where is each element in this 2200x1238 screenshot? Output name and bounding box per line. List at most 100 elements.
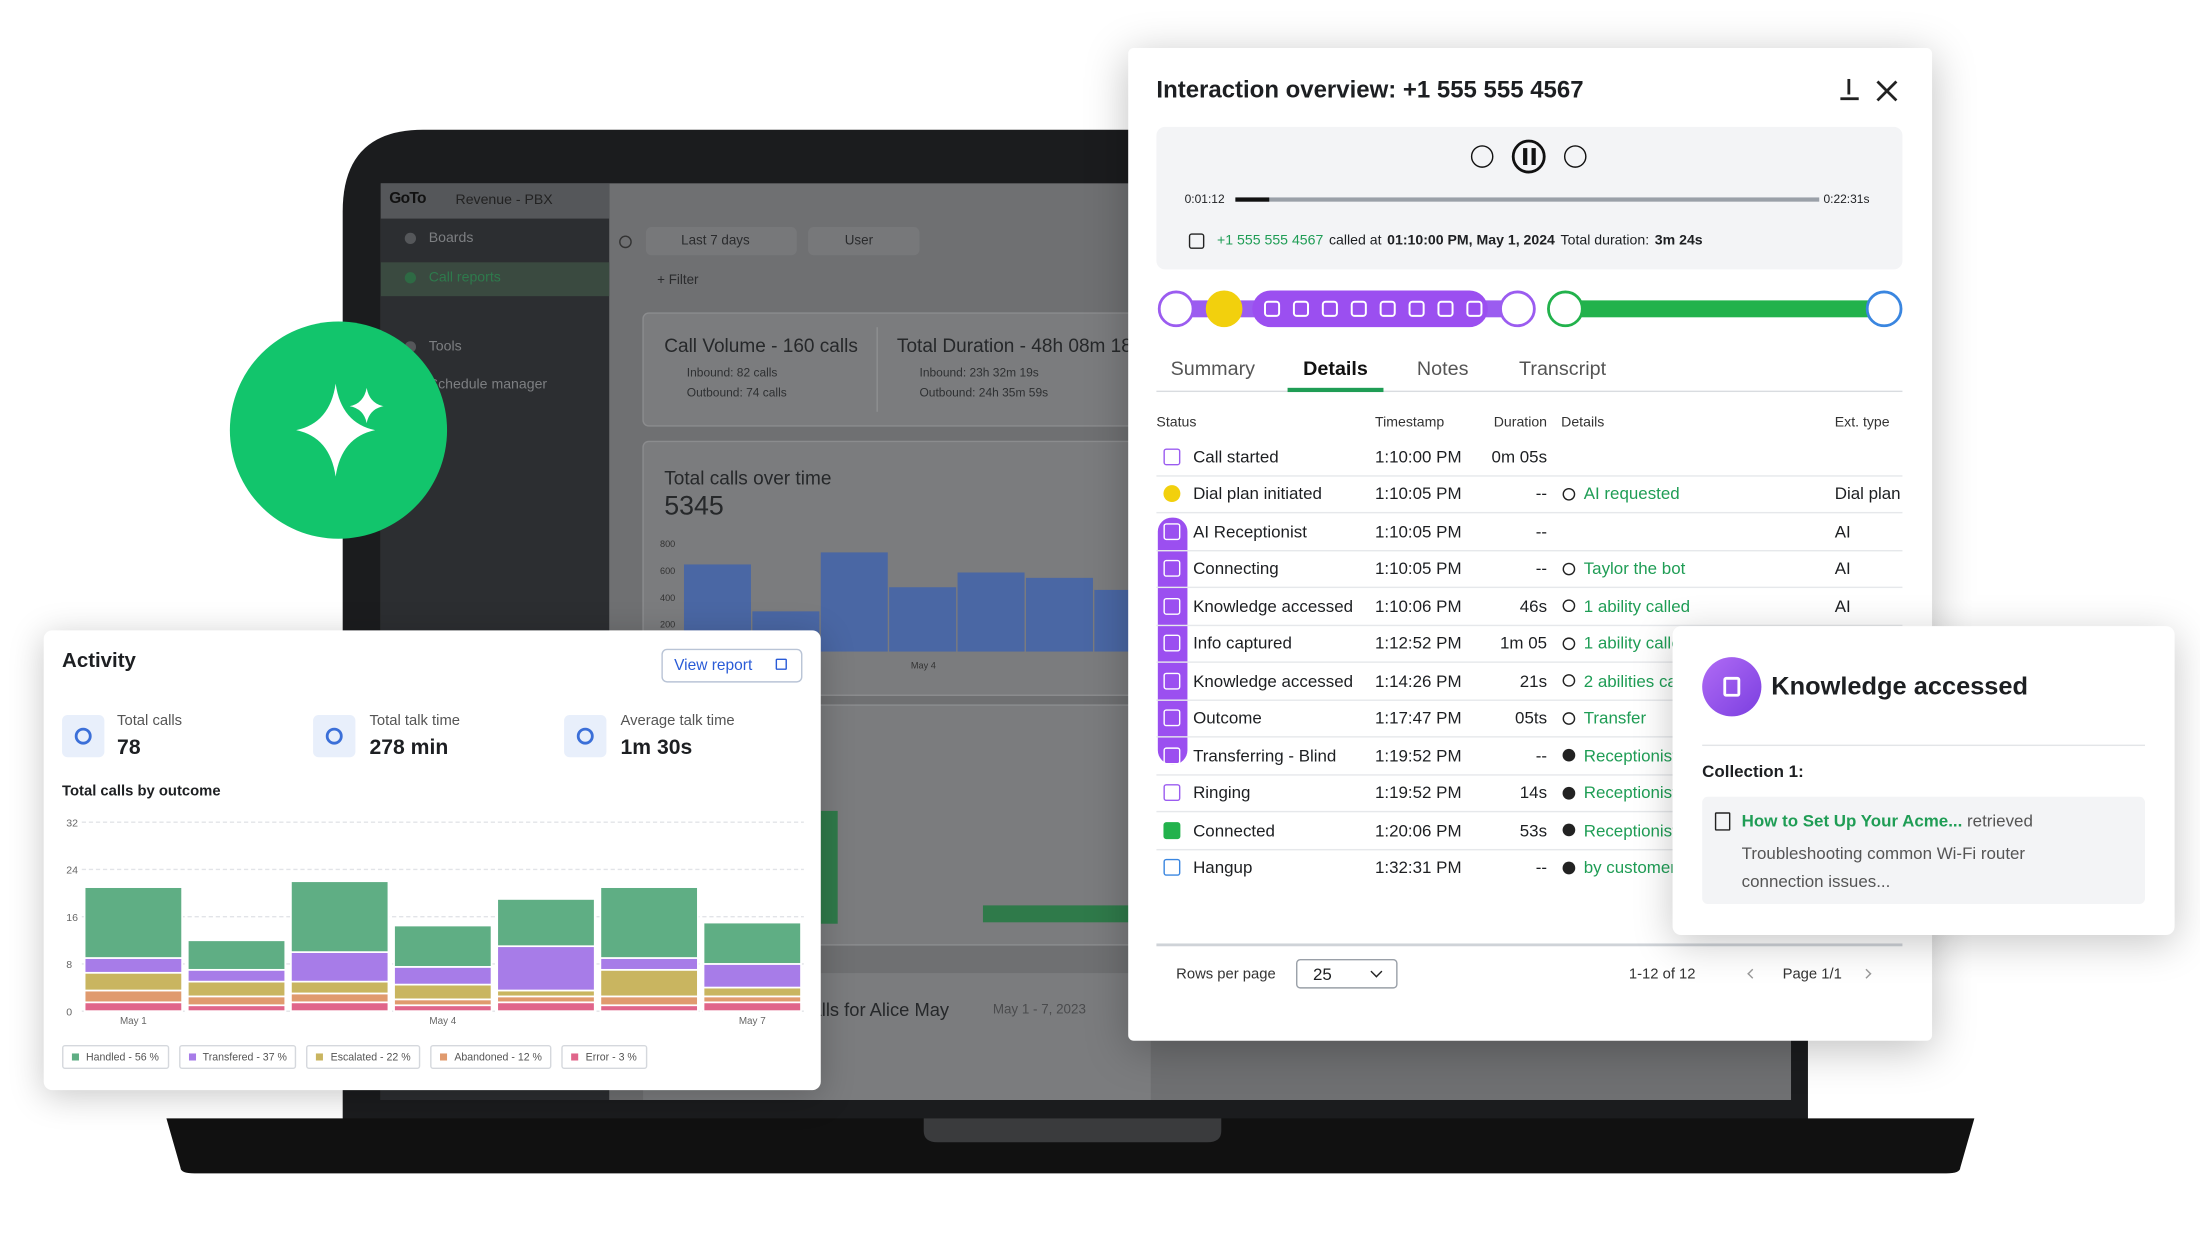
call-info-text: called at xyxy=(1328,233,1382,249)
kpi-line: Outbound: 24h 35m 59s xyxy=(919,384,1049,400)
legend-label: Escalated - 22 % xyxy=(330,1050,411,1064)
detail-icon xyxy=(1561,860,1575,874)
status-icon xyxy=(1163,821,1181,839)
status-text: Transferring - Blind xyxy=(1193,745,1337,766)
nav-icon xyxy=(404,341,417,353)
nav-selected xyxy=(380,262,610,297)
knowledge-link-line: How to Set Up Your Acme... retrieved xyxy=(1742,811,2033,831)
row-divider xyxy=(1156,549,1903,551)
nav-item: Tools xyxy=(428,339,462,355)
legend-label: Handled - 56 % xyxy=(86,1050,159,1064)
timestamp: 1:10:05 PM xyxy=(1374,521,1462,541)
column-header: Details xyxy=(1561,415,1605,431)
nav-icon xyxy=(404,232,417,244)
knowledge-item xyxy=(1702,796,2145,904)
status-text: Hangup xyxy=(1193,857,1253,878)
status-text: Dial plan initiated xyxy=(1193,483,1322,504)
external-icon xyxy=(775,658,787,670)
laptop-notch xyxy=(923,1118,1222,1143)
legend: Handled - 56 % Transfered - 37 % Escalated… xyxy=(62,1044,647,1069)
status-icon xyxy=(1163,634,1181,652)
total-time: 0:22:31s xyxy=(1823,191,1870,206)
duration: 05ts xyxy=(1515,707,1548,728)
detail-link: 1 ability called xyxy=(1583,633,1691,653)
status-text: Connecting xyxy=(1193,558,1279,579)
status-icon xyxy=(1163,447,1181,465)
column-header: Ext. type xyxy=(1834,415,1890,431)
detail-link: Receptionist xyxy=(1583,782,1677,803)
nav-icon xyxy=(404,272,417,284)
row-divider xyxy=(1156,586,1903,589)
detail-icon xyxy=(1561,561,1575,575)
ext-type: AI xyxy=(1834,521,1851,541)
pause-bar xyxy=(1523,148,1527,165)
status-pill xyxy=(1157,517,1188,765)
timestamp: 1:10:05 PM xyxy=(1374,558,1462,579)
stat-glyph xyxy=(576,727,594,745)
status-icon xyxy=(1163,559,1181,577)
detail-link: Transfer xyxy=(1583,707,1647,728)
rows-select-value: 25 xyxy=(1312,963,1332,984)
timestamp: 1:17:47 PM xyxy=(1374,707,1462,728)
detail-icon xyxy=(1561,823,1575,837)
dim-bar xyxy=(820,810,838,924)
doc-icon xyxy=(1714,812,1731,831)
rows-select[interactable] xyxy=(1296,958,1398,989)
detail-link: Taylor the bot xyxy=(1583,558,1686,579)
view-report-button[interactable] xyxy=(661,648,803,683)
duration: 21s xyxy=(1519,670,1548,691)
legend-swatch xyxy=(316,1053,324,1061)
timestamp: 1:19:52 PM xyxy=(1374,782,1462,803)
detail-icon xyxy=(1561,636,1575,650)
timestamp: 1:10:06 PM xyxy=(1374,595,1462,616)
kpi-title: Call Volume - 160 calls xyxy=(664,334,858,357)
page-indicator: Page 1/1 xyxy=(1782,966,1842,983)
duration: -- xyxy=(1535,521,1548,541)
table-range: May 1 - 7, 2023 xyxy=(992,1001,1086,1018)
detail-icon xyxy=(1561,786,1575,799)
nav-icon xyxy=(404,379,417,391)
knowledge-glyph xyxy=(1723,676,1741,697)
detail-icon xyxy=(1561,711,1575,725)
tab[interactable]: Details xyxy=(1303,356,1368,380)
tab[interactable]: Summary xyxy=(1170,356,1256,380)
nav-item: Boards xyxy=(428,230,474,247)
stat-value: 78 xyxy=(117,735,141,760)
stat-label: Total talk time xyxy=(369,712,461,730)
laptop-base xyxy=(166,1118,1975,1174)
stat-label: Total calls xyxy=(117,712,183,730)
knowledge-snippet: Troubleshooting common Wi-Fi router conn… xyxy=(1741,843,2026,892)
status-text: Knowledge accessed xyxy=(1193,670,1354,691)
stat-label: Average talk time xyxy=(620,712,735,730)
status-text: Outcome xyxy=(1193,707,1262,728)
column-header: Timestamp xyxy=(1374,415,1445,431)
tab[interactable]: Transcript xyxy=(1519,356,1607,380)
row-divider xyxy=(1156,661,1903,663)
duration: 0m 05s xyxy=(1491,446,1548,467)
knowledge-link[interactable]: How to Set Up Your Acme... xyxy=(1741,810,1963,831)
pause-button xyxy=(1511,139,1546,174)
status-icon xyxy=(1163,522,1181,540)
row-divider xyxy=(1156,624,1903,626)
status-text: Knowledge accessed xyxy=(1193,595,1354,616)
detail-icon xyxy=(1561,599,1575,613)
legend-swatch xyxy=(188,1053,196,1061)
duration: -- xyxy=(1535,483,1548,504)
stat-glyph xyxy=(74,727,92,745)
tab[interactable]: Notes xyxy=(1416,356,1469,380)
status-text: Ringing xyxy=(1193,782,1251,803)
legend-label: Abandoned - 12 % xyxy=(454,1050,542,1064)
call-info-text: 3m 24s xyxy=(1654,233,1703,249)
call-info: +1 555 555 4567 called at 01:10:00 PM, May… xyxy=(1188,233,1703,249)
detail-link: Receptionist xyxy=(1583,820,1677,840)
ext-type: AI xyxy=(1834,595,1851,616)
knowledge-icon xyxy=(1702,657,1762,717)
row-divider xyxy=(1156,773,1903,775)
call-info-text: +1 555 555 4567 xyxy=(1217,233,1324,249)
timestamp: 1:10:05 PM xyxy=(1374,483,1462,504)
legend-item: Transfered - 37 % xyxy=(178,1044,297,1069)
detail-icon xyxy=(1561,674,1575,687)
row-divider xyxy=(1156,810,1903,813)
activity-card xyxy=(43,630,821,1091)
